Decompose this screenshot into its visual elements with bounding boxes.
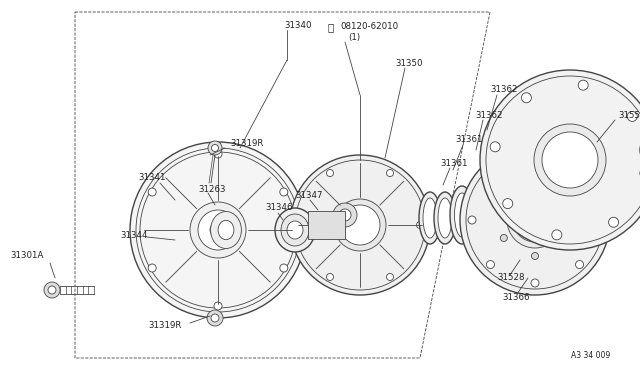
Circle shape [207,310,223,326]
Circle shape [575,171,584,179]
Circle shape [326,170,333,177]
Ellipse shape [454,193,470,237]
Circle shape [214,302,222,310]
Circle shape [531,253,538,260]
Circle shape [334,199,386,251]
Text: 31263: 31263 [198,186,225,195]
Circle shape [148,188,156,196]
Circle shape [609,217,619,227]
Circle shape [500,199,508,205]
Circle shape [522,93,531,103]
Text: 31340: 31340 [284,20,312,29]
Circle shape [531,153,539,161]
Circle shape [211,314,219,322]
Text: 31361: 31361 [440,158,467,167]
Circle shape [527,212,543,228]
Circle shape [210,222,226,238]
Text: 31341: 31341 [138,173,166,183]
Circle shape [534,124,606,196]
Circle shape [190,202,246,258]
Circle shape [563,199,570,205]
Circle shape [490,142,500,152]
Text: Ⓑ: Ⓑ [328,22,334,32]
Circle shape [214,150,222,158]
Circle shape [552,230,562,240]
Text: 31361: 31361 [455,135,483,144]
Circle shape [280,188,288,196]
Circle shape [326,273,333,280]
Circle shape [486,171,495,179]
Circle shape [48,286,56,294]
Circle shape [296,221,303,228]
Circle shape [594,216,602,224]
Ellipse shape [281,214,309,246]
Circle shape [44,282,60,298]
Text: (1): (1) [348,33,360,42]
Circle shape [211,144,218,151]
Circle shape [513,198,557,242]
Ellipse shape [423,198,437,238]
Ellipse shape [434,192,456,244]
Circle shape [503,199,513,209]
Circle shape [130,142,306,318]
Bar [308,211,345,239]
Circle shape [575,260,584,269]
Ellipse shape [287,221,303,239]
Text: 31347: 31347 [295,190,323,199]
Text: 31556N: 31556N [618,110,640,119]
Text: 31344: 31344 [120,231,147,240]
Text: 31528: 31528 [497,273,525,282]
Text: 31362: 31362 [475,110,502,119]
Circle shape [627,111,637,121]
Circle shape [507,192,563,248]
Text: 31301A: 31301A [10,250,44,260]
Text: A3 34 009: A3 34 009 [571,350,610,359]
Text: 31346: 31346 [265,203,292,212]
Circle shape [333,203,357,227]
Circle shape [542,132,598,188]
Circle shape [460,145,610,295]
Circle shape [198,210,238,250]
Circle shape [387,170,394,177]
Circle shape [531,279,539,287]
Circle shape [290,155,430,295]
Circle shape [148,264,156,272]
Ellipse shape [467,185,493,245]
Text: 31350: 31350 [395,58,422,67]
Circle shape [340,205,380,245]
Circle shape [417,221,424,228]
Circle shape [387,273,394,280]
Text: 31319R: 31319R [230,138,264,148]
Text: 31319R: 31319R [148,321,181,330]
Text: 08120-62010: 08120-62010 [340,22,398,31]
Circle shape [531,180,538,187]
Circle shape [280,264,288,272]
Circle shape [578,80,588,90]
Ellipse shape [275,208,315,252]
Ellipse shape [450,186,474,244]
Circle shape [480,70,640,250]
Ellipse shape [211,212,241,248]
Ellipse shape [438,198,452,238]
Circle shape [468,216,476,224]
Text: 31366: 31366 [502,294,529,302]
Ellipse shape [218,220,234,240]
Text: 31362: 31362 [490,86,518,94]
Ellipse shape [419,192,441,244]
Circle shape [208,141,222,155]
Circle shape [486,260,495,269]
Circle shape [563,234,570,241]
Ellipse shape [472,192,488,238]
Circle shape [500,234,508,241]
Circle shape [339,209,351,221]
